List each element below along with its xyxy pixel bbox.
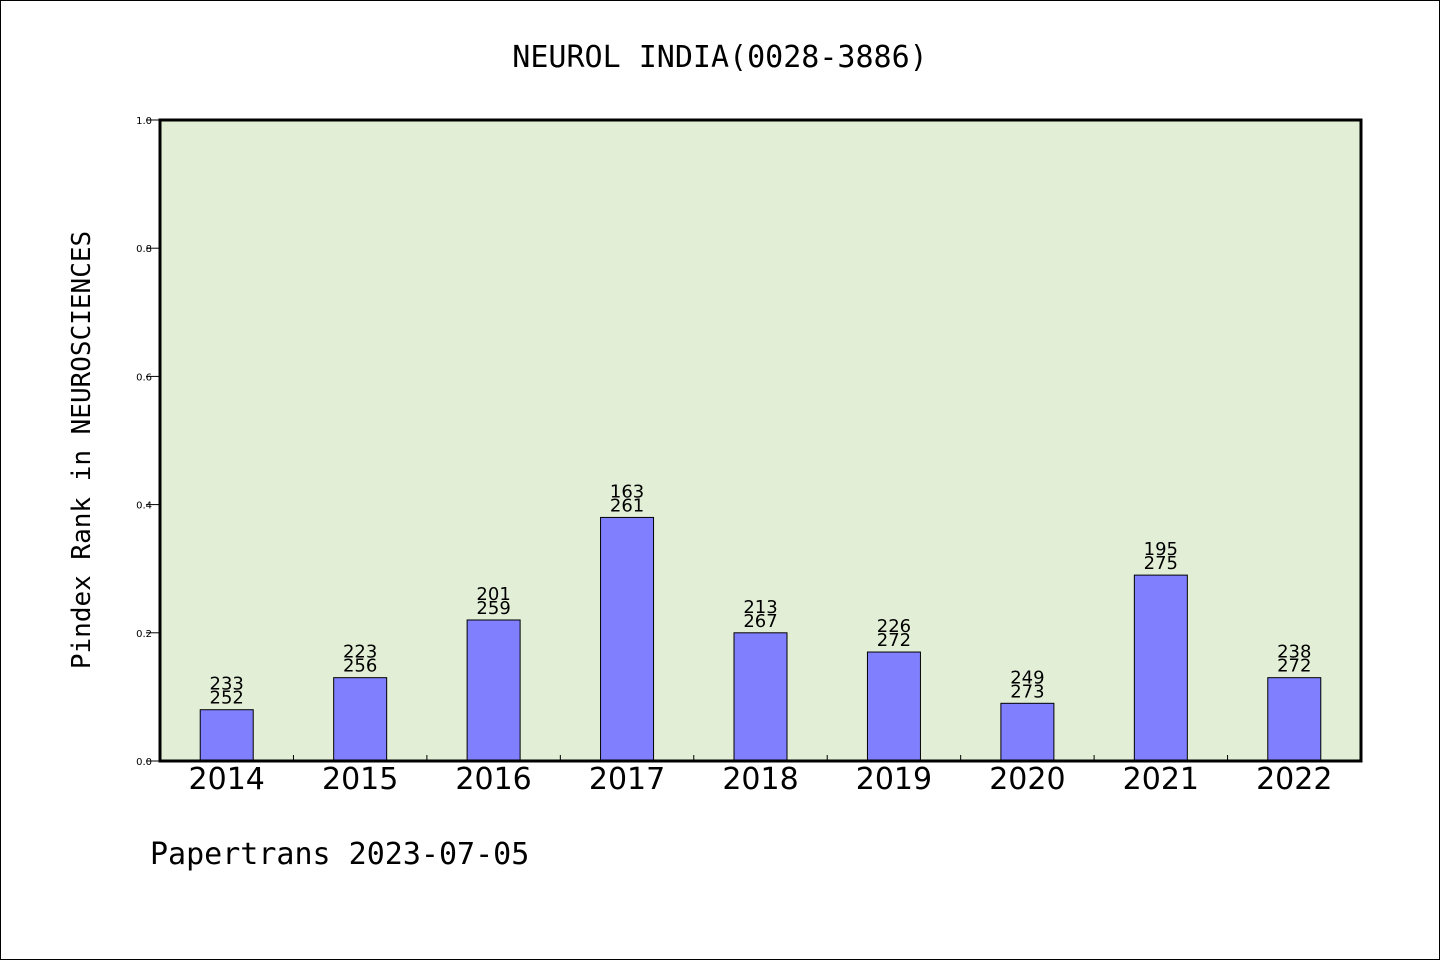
data-label-top: 233	[210, 674, 244, 695]
data-label-top: 249	[1010, 667, 1044, 688]
data-label-top: 238	[1277, 642, 1311, 663]
y-tick-label: 0.6	[136, 372, 152, 383]
plot-border	[158, 118, 1363, 763]
data-label-top: 226	[877, 616, 911, 637]
data-label-bottom: 272	[877, 630, 911, 651]
data-label-top: 223	[343, 642, 377, 663]
bar-2019	[866, 651, 921, 762]
x-tick-label: 2020	[989, 762, 1065, 797]
x-tick-label: 2021	[1123, 762, 1199, 797]
x-tick-label: 2014	[189, 762, 265, 797]
x-axis: 2014 2015 2016 2017 2018 2019 2020 2021 2022	[189, 755, 1332, 797]
bar-2022	[1267, 677, 1322, 762]
data-label-bottom: 275	[1144, 553, 1178, 574]
data-label-bottom: 267	[743, 611, 777, 632]
data-label-top: 213	[743, 597, 777, 618]
bar-2018	[733, 632, 788, 762]
bar-2020	[1000, 702, 1055, 762]
data-label-bottom: 273	[1010, 681, 1044, 702]
x-tick-label: 2016	[455, 762, 531, 797]
bar-2015	[333, 677, 388, 762]
data-label-bottom: 272	[1277, 656, 1311, 677]
x-tick-label: 2019	[856, 762, 932, 797]
x-tick-label: 2018	[722, 762, 798, 797]
y-tick-label: 0.4	[136, 501, 152, 512]
data-label-bottom: 259	[476, 598, 510, 619]
data-label-top: 195	[1144, 539, 1178, 560]
chart-title: NEUROL INDIA(0028-3886)	[512, 40, 927, 75]
y-tick-label: 0.0	[136, 757, 152, 768]
bar-2021	[1133, 574, 1188, 762]
x-tick-label: 2015	[322, 762, 398, 797]
data-label-top: 163	[610, 481, 644, 502]
data-label-bottom: 261	[610, 495, 644, 516]
bar-2017	[600, 516, 655, 762]
x-tick-label: 2017	[589, 762, 665, 797]
data-label-top: 201	[476, 584, 510, 605]
footer-text: Papertrans 2023-07-05	[150, 837, 529, 872]
bar-2016	[466, 619, 521, 762]
data-label-bottom: 252	[210, 688, 244, 709]
bar-2014	[199, 709, 254, 762]
y-tick-label: 1.0	[136, 116, 152, 127]
y-axis: 0.0 0.2 0.4 0.6 0.8 1.0	[136, 116, 160, 768]
x-tick-label: 2022	[1256, 762, 1332, 797]
y-tick-label: 0.2	[136, 629, 152, 640]
data-label-bottom: 256	[343, 656, 377, 677]
y-tick-label: 0.8	[136, 244, 152, 255]
y-axis-label: Pindex Rank in NEUROSCIENCES	[67, 231, 97, 669]
